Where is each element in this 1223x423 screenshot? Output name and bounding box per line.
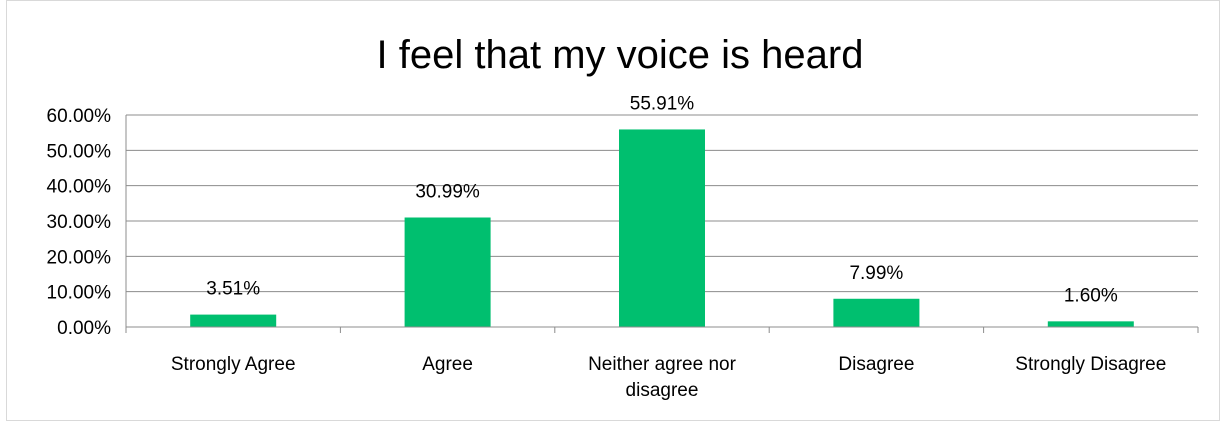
x-category-label-line: Disagree	[838, 354, 914, 375]
x-category-label-line: Strongly Disagree	[1015, 354, 1166, 375]
x-category-label-line: Strongly Agree	[171, 354, 296, 375]
bar	[833, 298, 920, 327]
y-tick-label: 20.00%	[47, 247, 112, 268]
x-category-label: Agree	[422, 354, 473, 375]
chart-title: I feel that my voice is heard	[377, 33, 864, 77]
bar	[190, 314, 277, 327]
x-category-label: Strongly Disagree	[1015, 354, 1166, 375]
y-tick-label: 0.00%	[57, 318, 111, 339]
bar	[1047, 321, 1134, 327]
data-labels: 3.51% 30.99% 55.91% 7.99% 1.60%	[206, 93, 1118, 306]
x-axis-category-labels: Strongly Agree Agree Neither agree nor disa…	[171, 354, 1166, 401]
x-category-label: Disagree	[838, 354, 914, 375]
data-label: 1.60%	[1064, 285, 1118, 306]
y-tick-label: 60.00%	[47, 106, 112, 127]
chart-area	[6, 0, 1220, 421]
x-category-label: Neither agree nor disagree	[588, 354, 737, 401]
bars	[190, 129, 1134, 327]
bar	[404, 217, 491, 327]
y-axis-tick-labels: 0.00% 10.00% 20.00% 30.00% 40.00% 50.00% 60.00…	[47, 106, 112, 339]
axes	[125, 115, 1199, 333]
x-category-label-line: disagree	[626, 380, 699, 401]
y-tick-label: 50.00%	[47, 141, 112, 162]
data-label: 55.91%	[630, 93, 695, 114]
data-label: 3.51%	[206, 279, 260, 300]
data-label: 30.99%	[415, 182, 480, 203]
x-category-label-line: Agree	[422, 354, 473, 375]
y-tick-label: 10.00%	[47, 283, 112, 304]
bar	[619, 129, 705, 327]
x-category-label: Strongly Agree	[171, 354, 296, 375]
y-tick-label: 30.00%	[47, 212, 112, 233]
x-category-label-line: Neither agree nor	[588, 354, 737, 375]
y-tick-label: 40.00%	[47, 177, 112, 198]
data-label: 7.99%	[849, 263, 903, 284]
